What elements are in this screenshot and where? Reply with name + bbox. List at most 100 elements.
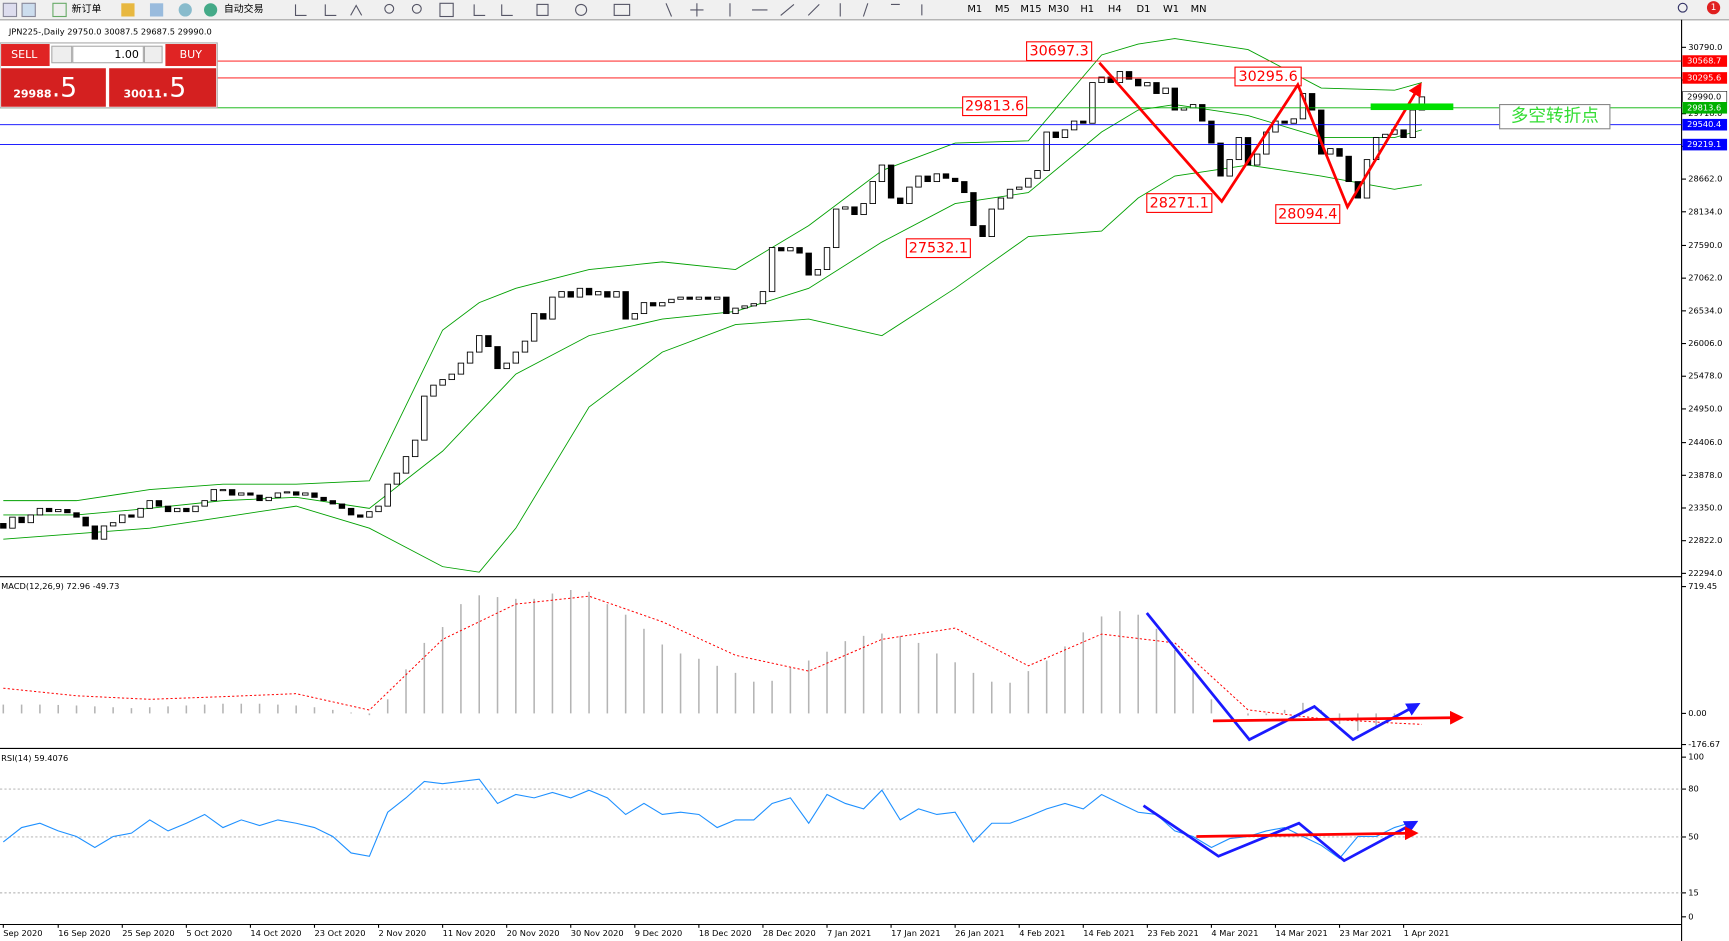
buy-label[interactable]: BUY: [180, 48, 203, 61]
y-tick-label: 22822.0: [1688, 535, 1722, 545]
timeframe[interactable]: W1: [1163, 4, 1179, 15]
y-tick-label: 24950.0: [1688, 403, 1722, 413]
buy-button[interactable]: [165, 44, 217, 67]
candle: [704, 296, 712, 300]
sell-price: 29988: [13, 88, 51, 101]
timeframe[interactable]: MN: [1191, 4, 1207, 15]
annotation: 27532.1: [909, 241, 968, 257]
level-box: [1682, 72, 1728, 84]
macd-arrow: [1145, 612, 1421, 742]
badge[interactable]: [1706, 1, 1721, 15]
x-tick-label: 9 Dec 2020: [635, 928, 683, 938]
candle: [1199, 104, 1206, 122]
y-tick-label: 26006.0: [1688, 338, 1722, 348]
y-tick-label: 24406.0: [1688, 437, 1722, 447]
candle: [9, 516, 16, 529]
candle: [576, 287, 584, 298]
new-order-button[interactable]: 新订单: [72, 2, 102, 15]
search-icon[interactable]: [1677, 2, 1688, 13]
lot-up[interactable]: [143, 45, 163, 64]
candle: [73, 512, 80, 518]
level-label: 30568.7: [1687, 56, 1721, 66]
lot-down[interactable]: [51, 45, 73, 64]
candle: [512, 351, 520, 364]
y-tick-label: 0: [1688, 911, 1693, 921]
candle: [1235, 137, 1243, 161]
candle: [1098, 76, 1105, 84]
rsi-title: RSI(14) 59.4076: [1, 753, 68, 763]
candle: [1244, 137, 1252, 166]
x-tick-label: 28 Dec 2020: [763, 928, 816, 938]
candle: [1134, 78, 1142, 87]
candle: [741, 305, 748, 309]
y-tick-label: 28662.0: [1688, 174, 1722, 184]
candle: [393, 472, 401, 485]
candle: [1217, 142, 1224, 177]
badge-count: 1: [1711, 3, 1717, 13]
candle: [201, 500, 208, 507]
level-box: [1682, 55, 1728, 67]
candle: [1080, 120, 1087, 124]
candle: [228, 489, 236, 496]
candle: [997, 197, 1005, 210]
buy-price-box[interactable]: [109, 68, 217, 107]
candle: [448, 373, 455, 381]
candle: [1052, 131, 1060, 138]
icon[interactable]: [121, 3, 135, 17]
lot-input[interactable]: [72, 45, 144, 64]
auto-trade-button[interactable]: 自动交易: [224, 2, 264, 15]
timeframe[interactable]: D1: [1137, 4, 1151, 15]
timeframe[interactable]: M5: [995, 4, 1010, 15]
candle: [36, 507, 44, 516]
sell-button[interactable]: [1, 44, 50, 67]
x-tick-label: 1 Apr 2021: [1404, 928, 1450, 938]
candle: [933, 173, 941, 183]
annotation: 30295.6: [1238, 69, 1297, 85]
bollinger-band: [3, 164, 1422, 573]
candle: [750, 303, 757, 307]
sell-price-box[interactable]: [1, 68, 106, 107]
candle: [466, 351, 474, 364]
sell-label[interactable]: SELL: [11, 48, 38, 61]
candle: [988, 208, 995, 237]
candle: [796, 247, 803, 254]
candle: [1308, 93, 1316, 111]
buy-price: 30011: [124, 88, 162, 101]
timeframe[interactable]: M15: [1020, 4, 1041, 15]
candle: [961, 181, 968, 194]
candle: [210, 489, 218, 502]
icon[interactable]: [149, 3, 164, 17]
candle: [1171, 87, 1178, 111]
timeframe[interactable]: M30: [1048, 4, 1069, 15]
timeframe[interactable]: H4: [1108, 4, 1122, 15]
candle: [1016, 186, 1023, 190]
toolbar: [0, 0, 1729, 20]
candle: [292, 491, 300, 496]
annotation: 28271.1: [1150, 196, 1209, 212]
candle: [439, 379, 446, 386]
timeframe[interactable]: M1: [967, 4, 982, 15]
timeframe[interactable]: H1: [1080, 4, 1094, 15]
candle: [421, 395, 428, 441]
y-tick-label: 27590.0: [1688, 240, 1722, 250]
candle: [558, 291, 565, 298]
candle: [732, 307, 739, 315]
y-tick-label: 27062.0: [1688, 273, 1722, 283]
trade-panel: SELL 1.00 BUY 29988 .5 30011 .5: [0, 42, 218, 109]
candle: [915, 175, 922, 188]
candle: [631, 313, 639, 320]
candle: [1409, 109, 1416, 138]
candle: [585, 287, 593, 296]
x-tick-label: 14 Mar 2021: [1275, 928, 1327, 938]
icon[interactable]: [21, 2, 36, 18]
candle: [1208, 120, 1215, 144]
candle: [1116, 71, 1124, 84]
icon[interactable]: [2, 2, 18, 18]
new-order-icon[interactable]: [52, 2, 67, 18]
candle: [1382, 133, 1389, 138]
candle: [274, 492, 282, 498]
icon[interactable]: [178, 3, 192, 17]
candle: [951, 177, 959, 183]
candle: [457, 362, 465, 375]
auto-trade-icon[interactable]: [203, 3, 218, 17]
